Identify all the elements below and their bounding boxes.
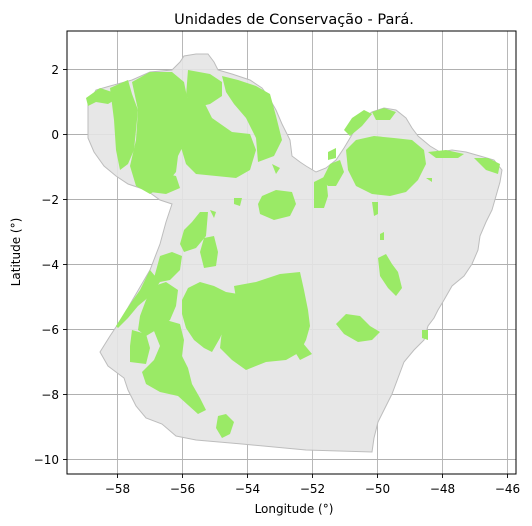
- protected-area: [336, 314, 380, 342]
- x-tick-label: −46: [495, 482, 520, 496]
- x-tick-label: −50: [365, 482, 390, 496]
- protected-area: [110, 80, 138, 170]
- protected-area: [154, 252, 182, 282]
- protected-area: [426, 178, 432, 182]
- protected-area: [138, 282, 178, 336]
- protected-areas: [86, 70, 500, 438]
- y-axis: 2 0 −2 −4 −6 −8 −10: [34, 63, 67, 467]
- protected-area: [314, 176, 328, 208]
- protected-area: [322, 160, 344, 186]
- protected-area: [200, 236, 218, 268]
- figure-title: Unidades de Conservação - Pará.: [174, 12, 414, 28]
- protected-area: [428, 150, 464, 158]
- protected-area: [220, 272, 310, 370]
- x-tick-label: −48: [430, 482, 455, 496]
- protected-area: [216, 414, 234, 438]
- protected-area: [150, 170, 180, 194]
- y-tick-label: 0: [51, 128, 59, 142]
- protected-area: [372, 108, 396, 120]
- protected-area: [182, 282, 240, 352]
- protected-area: [378, 254, 402, 296]
- y-tick-label: 2: [51, 63, 59, 77]
- protected-area: [130, 330, 150, 364]
- x-axis: −58 −56 −54 −52 −50 −48 −46: [105, 474, 520, 496]
- x-tick-label: −52: [300, 482, 325, 496]
- protected-area: [328, 148, 336, 160]
- protected-area: [116, 270, 160, 328]
- protected-area: [346, 136, 426, 196]
- protected-area: [474, 158, 500, 174]
- protected-area: [222, 76, 282, 162]
- y-tick-label: −4: [41, 258, 59, 272]
- protected-area: [258, 190, 296, 220]
- protected-area: [272, 164, 280, 174]
- protected-area: [344, 110, 372, 136]
- protected-area: [180, 212, 208, 252]
- axes-frame: [66, 30, 517, 475]
- protected-area: [130, 72, 188, 194]
- protected-area: [180, 96, 256, 178]
- y-tick-label: −6: [41, 323, 59, 337]
- y-tick-label: −2: [41, 193, 59, 207]
- x-tick-label: −56: [170, 482, 195, 496]
- protected-area: [290, 342, 312, 360]
- x-tick-label: −54: [235, 482, 260, 496]
- protected-area: [86, 88, 118, 106]
- y-tick-label: −8: [41, 388, 59, 402]
- x-tick-label: −58: [105, 482, 130, 496]
- protected-area: [372, 202, 378, 216]
- x-axis-label: Longitude (°): [255, 502, 334, 516]
- protected-area: [186, 70, 222, 108]
- protected-area: [210, 210, 216, 218]
- y-axis-label: Latitude (°): [9, 218, 23, 287]
- protected-area: [142, 320, 206, 414]
- protected-area: [422, 330, 428, 340]
- protected-area: [234, 198, 242, 206]
- y-tick-label: −10: [34, 453, 59, 467]
- protected-area: [380, 232, 384, 240]
